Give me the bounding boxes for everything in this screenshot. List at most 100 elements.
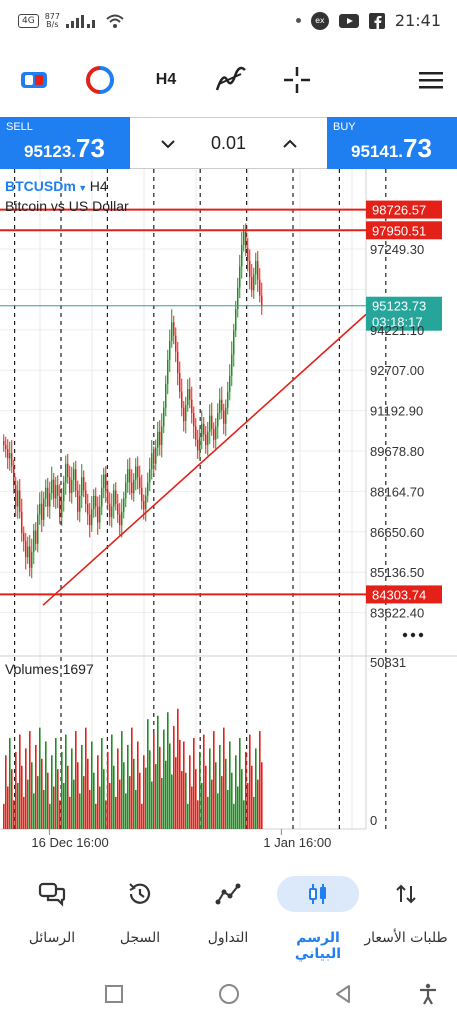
volume-bar <box>129 776 131 829</box>
volume-bar <box>49 803 51 829</box>
timeframe-label: H4 <box>155 71 177 88</box>
volume-bar <box>111 734 113 829</box>
volume-bar <box>235 755 237 829</box>
symbol-name[interactable]: BTCUSDm <box>5 178 76 194</box>
symbol-header[interactable]: BTCUSDm ▼ H4 <box>5 178 108 194</box>
volume-bar <box>15 751 17 829</box>
volume-bar <box>67 765 69 829</box>
candle-body <box>135 466 137 480</box>
nav-chart[interactable]: الرسم البياني <box>274 876 362 962</box>
volume-bar <box>79 793 81 829</box>
candle-body <box>53 479 55 499</box>
volume-bar <box>43 789 45 829</box>
candle-body <box>103 474 105 488</box>
volume-bar <box>215 762 217 829</box>
candle-body <box>63 482 65 502</box>
nav-messages[interactable]: الرسائل <box>8 876 96 952</box>
lot-selector: 0.01 <box>130 117 327 169</box>
crosshair-icon <box>284 67 310 93</box>
candle-body <box>219 399 221 414</box>
indicators-button[interactable] <box>84 64 116 96</box>
price-axis-label: 86650.60 <box>370 525 424 540</box>
volume-bar <box>175 757 177 829</box>
candle-body <box>15 485 17 507</box>
volume-bar <box>223 727 225 829</box>
volume-bar <box>143 755 145 829</box>
recents-icon[interactable] <box>102 982 126 1006</box>
lot-value[interactable]: 0.01 <box>210 133 247 153</box>
horizontal-level-tag <box>366 200 442 219</box>
candle-body <box>151 453 153 470</box>
chevron-down-icon[interactable] <box>156 132 180 156</box>
volume-bar <box>171 774 173 829</box>
candle-body <box>247 247 249 261</box>
home-icon[interactable] <box>217 982 241 1006</box>
volume-bar <box>23 796 25 829</box>
candle-body <box>197 439 199 451</box>
candle-body <box>217 413 219 427</box>
sell-button[interactable]: SELL 95123.73 <box>0 117 130 169</box>
volume-bar <box>83 776 85 829</box>
candle-body <box>203 423 205 435</box>
candle-body <box>87 503 89 515</box>
candle-body <box>101 487 103 507</box>
crosshair-button[interactable] <box>282 64 312 96</box>
back-icon[interactable] <box>331 982 355 1006</box>
horizontal-level-label: 97950.51 <box>372 223 426 238</box>
volume-bar <box>115 796 117 829</box>
candle-body <box>195 426 197 440</box>
volume-bar <box>131 727 133 829</box>
nav-quotes[interactable]: طلبات الأسعار <box>362 876 450 952</box>
candle-body <box>67 463 69 478</box>
candle-body <box>71 479 73 494</box>
candle-body <box>127 469 129 483</box>
volume-bar <box>107 751 109 829</box>
candle-body <box>161 426 163 446</box>
buy-button[interactable]: BUY 95141.73 <box>327 117 457 169</box>
candle-body <box>109 503 111 518</box>
chart-toolbar: H4 <box>0 52 457 108</box>
candle-body <box>163 407 165 427</box>
chart-type-button[interactable] <box>18 64 50 96</box>
notification-dot-icon <box>295 18 301 23</box>
candle-body <box>59 495 61 518</box>
volume-bar <box>89 789 91 829</box>
volume-bar <box>123 762 125 829</box>
youtube-icon <box>338 13 359 28</box>
timeframe-button[interactable]: H4 <box>148 64 184 96</box>
price-axis-label: 88164.70 <box>370 484 424 499</box>
chart-canvas[interactable]: 98726.57 97950.51 84303.74 95123.7303:18:17… <box>0 169 457 859</box>
chevron-up-icon[interactable] <box>278 132 302 156</box>
candlestick-icon <box>277 876 359 912</box>
volume-bar <box>191 786 193 829</box>
price-chart[interactable]: 98726.57 97950.51 84303.74 95123.73 03:18:17… <box>0 169 457 859</box>
nav-chart-label: الرسم البياني <box>294 930 342 962</box>
volume-bar <box>45 741 47 829</box>
volume-bar <box>221 776 223 829</box>
volumes-label: Volumes 1697 <box>5 661 94 677</box>
volume-bar <box>193 738 195 829</box>
volume-bar <box>73 779 75 829</box>
volume-bar <box>61 751 63 829</box>
volume-bar <box>59 800 61 829</box>
nav-trade[interactable]: التداول <box>184 876 272 952</box>
volume-bar <box>55 738 57 829</box>
volume-bar <box>241 769 243 829</box>
candle-body <box>227 391 229 408</box>
volume-bar <box>211 779 213 829</box>
candle-body <box>89 514 91 526</box>
candle-body <box>25 541 27 558</box>
candle-body <box>5 445 7 450</box>
nav-history[interactable]: السجل <box>96 876 184 952</box>
menu-button[interactable] <box>416 64 446 96</box>
volume-bar <box>33 793 35 829</box>
candle-body <box>43 498 45 520</box>
volume-bar <box>225 758 227 829</box>
candle-body <box>19 490 21 512</box>
candle-body <box>147 482 149 496</box>
accessibility-icon[interactable] <box>416 982 440 1006</box>
volume-bar <box>113 765 115 829</box>
volume-bar <box>183 741 185 829</box>
objects-button[interactable] <box>214 64 248 96</box>
candle-body <box>69 477 71 494</box>
